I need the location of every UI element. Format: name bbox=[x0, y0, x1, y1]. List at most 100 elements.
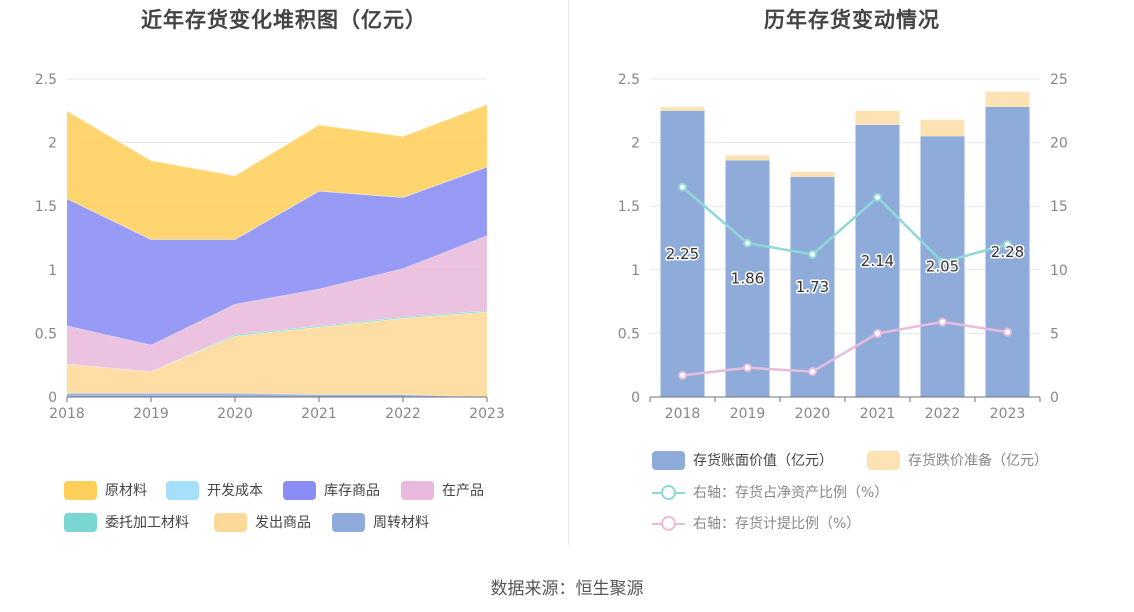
line-point bbox=[808, 250, 817, 260]
legend-swatch bbox=[332, 512, 365, 532]
legend-label: 存货跌价准备（亿元） bbox=[908, 453, 1048, 469]
legend-item[interactable]: 存货跌价准备（亿元） bbox=[867, 450, 1048, 470]
legend-label: 开发成本 bbox=[207, 483, 263, 499]
y-tick-label: 1 bbox=[48, 263, 57, 279]
legend-item[interactable]: 右轴：存货占净资产比例（%） bbox=[652, 482, 888, 502]
legend-item[interactable]: 库存商品 bbox=[283, 480, 380, 500]
y-tick-label: 2.5 bbox=[618, 72, 640, 88]
y2-tick-label: 5 bbox=[1050, 326, 1059, 342]
y-tick-label: 0 bbox=[631, 390, 640, 406]
x-tick-label: 2019 bbox=[133, 406, 169, 422]
legend-label: 库存商品 bbox=[324, 483, 380, 499]
bar-value-label: 2.28 bbox=[991, 243, 1024, 261]
area-原材料 bbox=[67, 104, 487, 240]
bar-存货跌价准备（亿元） bbox=[660, 106, 705, 111]
legend-item[interactable]: 委托加工材料 bbox=[64, 512, 189, 532]
line-point bbox=[678, 182, 687, 192]
y-tick-label: 2 bbox=[631, 136, 640, 152]
line-右轴：存货计提比例（%） bbox=[682, 320, 1008, 377]
area-在产品 bbox=[67, 235, 487, 372]
legend-label: 原材料 bbox=[105, 483, 147, 499]
bar-存货跌价准备（亿元） bbox=[985, 91, 1030, 107]
x-tick-label: 2022 bbox=[385, 406, 421, 422]
line-point bbox=[873, 328, 882, 338]
legend-item[interactable]: 右轴：存货计提比例（%） bbox=[652, 513, 860, 533]
y2-tick-label: 10 bbox=[1050, 263, 1068, 279]
left-chart-panel: 近年存货变化堆积图（亿元） 0 0.5 1 1.5 2 2.5 2018 2019 2020 20… bbox=[0, 0, 568, 545]
x-tick-label: 2023 bbox=[990, 406, 1026, 422]
legend-item[interactable]: 开发成本 bbox=[166, 480, 263, 500]
legend-label: 右轴：存货占净资产比例（%） bbox=[693, 485, 889, 501]
legend-item[interactable]: 发出商品 bbox=[214, 512, 311, 532]
line-point bbox=[1003, 327, 1012, 337]
y2-tick-label: 20 bbox=[1050, 136, 1068, 152]
stacked-area-chart: 0 0.5 1 1.5 2 2.5 2018 2019 2020 2021 2022 2023 bbox=[35, 72, 505, 422]
y-tick-label: 2.5 bbox=[35, 72, 57, 88]
legend-swatch bbox=[652, 483, 685, 502]
x-tick-label: 2018 bbox=[49, 406, 85, 422]
line-point bbox=[678, 370, 687, 380]
x-tick-label: 2018 bbox=[665, 406, 701, 422]
area-发出商品 bbox=[67, 311, 487, 397]
bar-value-label: 2.05 bbox=[926, 258, 959, 276]
x-tick-label: 2021 bbox=[301, 406, 337, 422]
legend-swatch bbox=[166, 480, 199, 500]
x-tick-label: 2019 bbox=[730, 406, 766, 422]
data-source: 数据来源：恒生聚源 bbox=[490, 579, 644, 599]
bar-存货跌价准备（亿元） bbox=[920, 119, 965, 137]
line-point bbox=[938, 257, 947, 267]
legend-swatch bbox=[214, 512, 247, 532]
line-point bbox=[938, 317, 947, 327]
line-point bbox=[743, 363, 752, 373]
area-周转材料 bbox=[67, 393, 487, 397]
legend-label: 周转材料 bbox=[373, 515, 429, 531]
bar-存货跌价准备（亿元） bbox=[790, 171, 835, 177]
line-point bbox=[873, 192, 882, 202]
y-tick-label: 0 bbox=[48, 390, 57, 406]
legend-swatch bbox=[64, 512, 97, 532]
bar-value-label: 2.25 bbox=[666, 245, 699, 263]
x-tick-label: 2021 bbox=[860, 406, 896, 422]
bar-存货跌价准备（亿元） bbox=[855, 110, 900, 125]
bar-line-chart: 0 0 0.5 5 1 10 1.5 15 2 20 2.5 25 2018 2019 2020 2021 20… bbox=[618, 72, 1068, 422]
y2-tick-label: 15 bbox=[1050, 199, 1068, 215]
bar-存货账面价值（亿元） bbox=[790, 176, 835, 397]
legend-item[interactable]: 原材料 bbox=[64, 480, 147, 500]
bar-存货账面价值（亿元） bbox=[660, 110, 705, 398]
legend-label: 存货账面价值（亿元） bbox=[693, 453, 833, 469]
area-库存商品 bbox=[67, 166, 487, 345]
y-tick-label: 1.5 bbox=[618, 199, 640, 215]
legend-swatch bbox=[283, 480, 316, 500]
bar-value-label: 2.14 bbox=[861, 252, 894, 270]
area-edge-原材料 bbox=[66, 103, 488, 177]
x-tick-label: 2023 bbox=[469, 406, 505, 422]
bar-存货账面价值（亿元） bbox=[725, 160, 770, 397]
legend-label: 发出商品 bbox=[255, 515, 311, 531]
legend-swatch bbox=[652, 450, 685, 470]
bar-存货账面价值（亿元） bbox=[985, 106, 1030, 397]
legend-item[interactable]: 存货账面价值（亿元） bbox=[652, 450, 833, 470]
legend-label: 右轴：存货计提比例（%） bbox=[693, 516, 861, 532]
panel-divider bbox=[568, 0, 569, 545]
legend-item[interactable]: 在产品 bbox=[401, 480, 484, 500]
right-chart-panel: 历年存货变动情况 0 0 0.5 5 1 10 1.5 15 2 20 2.5 25 2018 2019 2… bbox=[570, 0, 1134, 545]
bar-value-label: 1.73 bbox=[796, 278, 829, 296]
y2-tick-label: 25 bbox=[1050, 72, 1068, 88]
line-point bbox=[1003, 239, 1012, 249]
line-point bbox=[808, 367, 817, 377]
bar-存货跌价准备（亿元） bbox=[725, 155, 770, 161]
bar-value-label: 1.86 bbox=[731, 270, 764, 288]
y-tick-label: 0.5 bbox=[35, 326, 57, 342]
bar-存货账面价值（亿元） bbox=[855, 124, 900, 398]
legend-item[interactable]: 周转材料 bbox=[332, 512, 429, 532]
legend-swatch bbox=[401, 480, 434, 500]
line-point bbox=[743, 238, 752, 248]
y2-tick-label: 0 bbox=[1050, 390, 1059, 406]
x-tick-label: 2020 bbox=[217, 406, 253, 422]
x-tick-label: 2020 bbox=[795, 406, 831, 422]
right-chart-title: 历年存货变动情况 bbox=[764, 8, 940, 32]
y-tick-label: 1.5 bbox=[35, 199, 57, 215]
line-右轴：存货占净资产比例（%） bbox=[681, 186, 1008, 264]
legend-swatch bbox=[867, 450, 900, 470]
x-tick-label: 2022 bbox=[925, 406, 961, 422]
